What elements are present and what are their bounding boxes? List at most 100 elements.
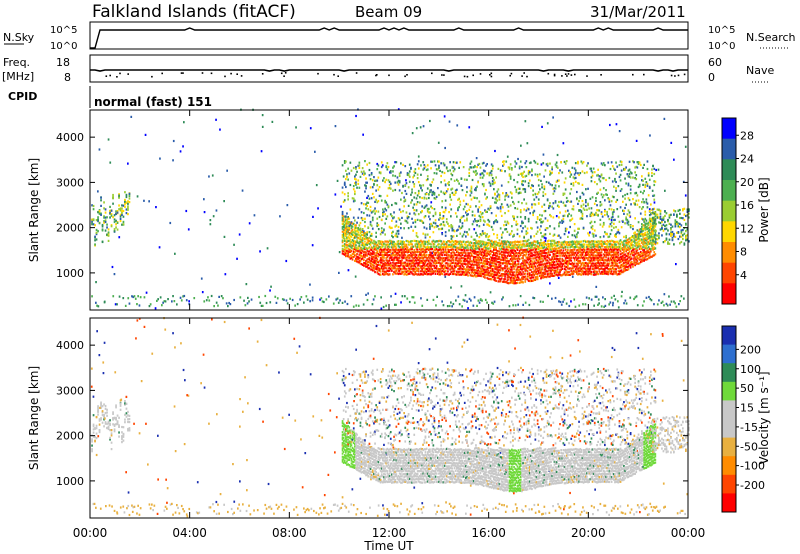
heatmap-cell — [590, 259, 593, 262]
heatmap-cell — [101, 229, 104, 232]
heatmap-cell — [546, 256, 549, 259]
heatmap-cell — [537, 184, 540, 187]
heatmap-cell — [523, 275, 525, 279]
heatmap-cell — [481, 262, 484, 265]
heatmap-cell — [480, 267, 483, 271]
heatmap-cell — [493, 275, 495, 278]
heatmap-cell — [403, 256, 405, 259]
heatmap-cell — [498, 193, 501, 197]
heatmap-cell — [450, 172, 453, 175]
heatmap-cell — [600, 305, 603, 308]
heatmap-cell — [591, 240, 594, 243]
heatmap-cell — [576, 262, 578, 265]
heatmap-cell — [441, 227, 444, 230]
heatmap-cell — [367, 194, 370, 198]
heatmap-cell — [542, 252, 545, 255]
heatmap-cell — [528, 264, 531, 267]
heatmap-cell — [485, 248, 487, 252]
heatmap-cell — [377, 253, 380, 256]
heatmap-cell — [493, 188, 495, 191]
heatmap-cell — [496, 261, 499, 264]
heatmap-cell — [555, 254, 558, 258]
heatmap-cell — [363, 211, 365, 215]
heatmap-cell — [591, 267, 594, 270]
heatmap-cell — [525, 174, 528, 177]
heatmap-cell — [405, 211, 408, 214]
heatmap-cell — [443, 246, 446, 249]
heatmap-cell — [415, 259, 418, 262]
heatmap-cell — [404, 295, 406, 298]
heatmap-cell — [515, 251, 518, 254]
heatmap-cell — [590, 253, 593, 256]
heatmap-cell — [363, 253, 365, 256]
heatmap-cell — [565, 241, 568, 244]
heatmap-cell — [562, 201, 565, 204]
heatmap-cell — [456, 215, 458, 218]
heatmap-cell — [424, 267, 427, 270]
heatmap-cell — [215, 301, 218, 304]
heatmap-cell — [394, 234, 397, 237]
heatmap-cell — [578, 173, 580, 177]
heatmap-cell — [420, 184, 422, 187]
heatmap-cell — [512, 265, 514, 268]
heatmap-cell — [604, 240, 606, 243]
heatmap-cell — [405, 179, 407, 182]
heatmap-cell — [539, 266, 541, 269]
heatmap-cell — [581, 245, 584, 249]
heatmap-cell — [472, 256, 475, 259]
heatmap-cell — [422, 250, 425, 253]
heatmap-cell — [460, 216, 463, 219]
heatmap-cell — [532, 271, 534, 274]
heatmap-cell — [342, 236, 345, 239]
heatmap-cell — [98, 210, 101, 213]
heatmap-cell — [564, 265, 567, 268]
heatmap-cell — [343, 220, 346, 223]
heatmap-cell — [388, 246, 391, 249]
heatmap-cell — [466, 219, 468, 222]
heatmap-cell — [541, 250, 543, 253]
heatmap-cell — [482, 243, 485, 246]
heatmap-cell — [568, 252, 570, 255]
heatmap-cell — [524, 190, 527, 193]
heatmap-cell — [391, 254, 393, 257]
heatmap-cell — [568, 257, 570, 260]
power-background — [90, 110, 688, 310]
heatmap-cell — [385, 217, 388, 220]
heatmap-cell — [504, 242, 506, 245]
heatmap-cell — [373, 209, 375, 212]
heatmap-cell — [416, 194, 419, 197]
heatmap-cell — [387, 259, 390, 263]
heatmap-cell — [489, 274, 492, 277]
heatmap-cell — [421, 273, 423, 276]
heatmap-cell — [516, 278, 519, 281]
heatmap-cell — [103, 216, 105, 219]
heatmap-cell — [451, 305, 453, 308]
heatmap-cell — [373, 242, 375, 245]
heatmap-cell — [507, 260, 510, 263]
heatmap-cell — [382, 208, 384, 211]
heatmap-cell — [447, 169, 449, 173]
heatmap-cell — [402, 251, 404, 254]
heatmap-cell — [430, 245, 432, 249]
heatmap-cell — [596, 240, 598, 244]
heatmap-cell — [185, 209, 188, 213]
heatmap-cell — [484, 265, 486, 268]
heatmap-cell — [489, 171, 492, 174]
heatmap-cell — [447, 245, 449, 248]
heatmap-cell — [442, 270, 445, 273]
heatmap-cell — [352, 237, 355, 240]
heatmap-cell — [414, 262, 417, 265]
heatmap-cell — [550, 263, 552, 266]
heatmap-cell — [577, 260, 579, 263]
heatmap-cell — [388, 243, 391, 246]
heatmap-cell — [384, 181, 386, 184]
heatmap-cell — [428, 272, 430, 276]
heatmap-cell — [374, 212, 376, 215]
heatmap-cell — [395, 256, 398, 259]
heatmap-cell — [583, 254, 586, 257]
heatmap-cell — [391, 226, 393, 229]
heatmap-cell — [539, 268, 541, 271]
heatmap-cell — [452, 256, 455, 259]
heatmap-cell — [555, 161, 558, 164]
heatmap-cell — [494, 248, 496, 251]
